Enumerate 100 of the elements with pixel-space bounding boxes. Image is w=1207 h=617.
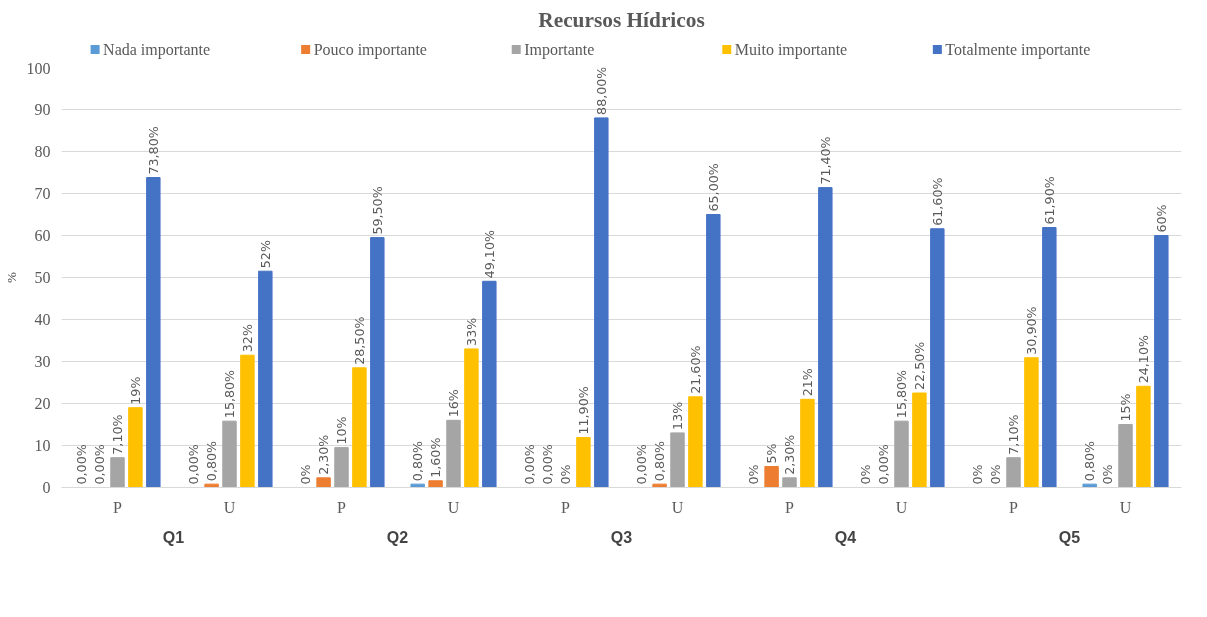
bar	[410, 483, 425, 488]
bar	[576, 437, 591, 488]
data-label: 0,00%	[186, 444, 202, 485]
data-label: 10%	[334, 416, 349, 445]
bar	[1024, 357, 1039, 488]
y-tick-label: 30	[34, 353, 51, 370]
x-tick-label: U	[1119, 498, 1132, 516]
data-label: 0%	[988, 464, 1004, 485]
data-label: 30,90%	[1023, 306, 1039, 355]
bar	[912, 392, 927, 488]
data-label: 2,30%	[782, 434, 797, 475]
text: Q4	[834, 528, 857, 546]
bar	[594, 117, 609, 488]
data-label: 49,10%	[481, 230, 497, 279]
data-label: 21%	[799, 368, 815, 397]
data-label: 1,60%	[428, 437, 444, 478]
y-tick-label: 10	[34, 437, 51, 454]
data-label: 0,00%	[540, 444, 556, 485]
bar	[1154, 235, 1169, 488]
bar	[652, 483, 667, 488]
data-label: 0%	[298, 464, 314, 485]
y-tick-label: 20	[34, 395, 51, 412]
data-label: 0%	[558, 464, 573, 485]
bar	[128, 407, 143, 488]
y-tick-label: 80	[34, 143, 51, 160]
text: Q5	[1058, 528, 1081, 546]
bar	[204, 483, 219, 488]
y-tick-label: 0	[42, 479, 51, 496]
data-label: 0%	[1100, 464, 1116, 485]
legend-label: Muito importante	[734, 41, 848, 59]
x-tick-label: P	[113, 498, 123, 516]
x-tick-label: P	[1009, 498, 1019, 516]
data-label: 11,90%	[575, 386, 591, 435]
data-label: 0,80%	[652, 440, 668, 482]
data-label: 0,00%	[634, 444, 650, 485]
x-tick-label: U	[895, 498, 908, 516]
text: Q2	[386, 528, 409, 546]
x-tick-label: U	[447, 498, 460, 516]
bar	[1082, 483, 1097, 488]
bar	[1136, 385, 1151, 488]
data-label: 0,00%	[522, 444, 538, 485]
data-label: 16%	[446, 389, 461, 418]
bar	[764, 466, 779, 488]
bar	[222, 420, 237, 488]
y-tick-label: 50	[34, 269, 51, 286]
x-tick-label: P	[337, 498, 347, 516]
data-label: 7,10%	[1006, 414, 1021, 455]
bar	[146, 177, 161, 488]
bar	[706, 214, 721, 488]
data-label: 28,50%	[351, 316, 367, 365]
data-label: 19%	[127, 376, 143, 405]
data-label: 21,60%	[687, 345, 703, 394]
bar	[240, 354, 255, 488]
data-label: 5%	[764, 443, 780, 464]
data-label: 65,00%	[705, 163, 721, 212]
text: Q1	[162, 528, 185, 546]
y-tick-label: 90	[34, 101, 51, 118]
data-label: 22,50%	[911, 341, 927, 390]
bar	[930, 228, 945, 488]
bar	[334, 447, 349, 488]
legend-label: Pouco importante	[313, 41, 427, 59]
data-label: 0,00%	[92, 444, 108, 485]
data-label: 59,50%	[369, 186, 385, 235]
text: Q3	[610, 528, 633, 546]
bar	[482, 280, 497, 488]
x-tick-label: P	[785, 498, 795, 516]
chart-title: Recursos Hídricos	[538, 7, 705, 32]
bar	[800, 398, 815, 488]
data-label: 61,90%	[1041, 176, 1057, 225]
data-label: 0%	[746, 464, 762, 485]
data-label: 71,40%	[817, 136, 833, 185]
data-label: 60%	[1153, 204, 1169, 233]
y-tick-label: 40	[34, 311, 51, 328]
data-label: 73,80%	[145, 126, 161, 175]
data-label: 32%	[239, 324, 255, 353]
data-label: 0%	[970, 464, 986, 485]
bar	[688, 396, 703, 488]
bar	[1006, 457, 1021, 488]
data-label: 88,00%	[593, 66, 609, 115]
data-label: 15,80%	[894, 369, 909, 419]
legend-label: Totalmente importante	[945, 41, 1091, 59]
x-tick-label: U	[671, 498, 684, 516]
data-label: 0,80%	[204, 440, 220, 482]
bar	[258, 270, 273, 488]
bar	[782, 477, 797, 488]
data-label: 0,00%	[876, 444, 892, 485]
data-label: 7,10%	[110, 414, 125, 455]
data-label: 13%	[670, 401, 685, 430]
data-label: 61,60%	[929, 177, 945, 226]
y-tick-label: 100	[26, 59, 51, 77]
bar	[370, 237, 385, 488]
bar	[464, 348, 479, 488]
bar	[446, 419, 461, 488]
data-label: 0,80%	[1082, 440, 1098, 482]
y-tick-label: 70	[34, 185, 51, 202]
data-label: 2,30%	[316, 434, 332, 475]
legend-label: Nada importante	[103, 41, 211, 59]
data-label: 52%	[257, 240, 273, 269]
bar	[1042, 227, 1057, 488]
bar	[316, 477, 331, 488]
